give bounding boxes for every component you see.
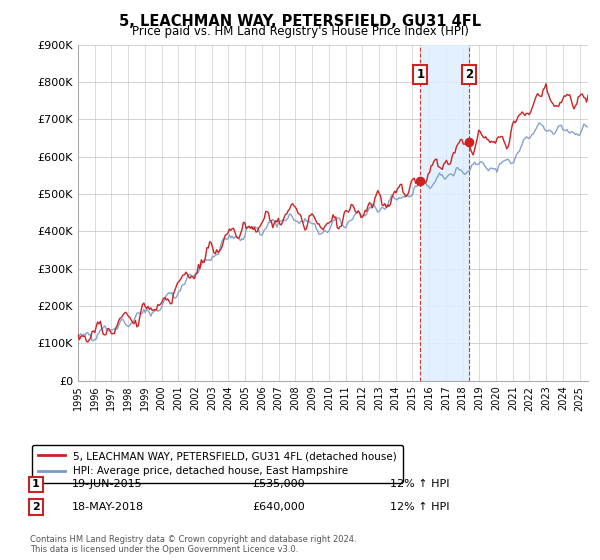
- Text: 12% ↑ HPI: 12% ↑ HPI: [390, 502, 449, 512]
- Text: 2: 2: [465, 68, 473, 81]
- Text: Contains HM Land Registry data © Crown copyright and database right 2024.
This d: Contains HM Land Registry data © Crown c…: [30, 535, 356, 554]
- Text: 5, LEACHMAN WAY, PETERSFIELD, GU31 4FL: 5, LEACHMAN WAY, PETERSFIELD, GU31 4FL: [119, 14, 481, 29]
- Text: 18-MAY-2018: 18-MAY-2018: [72, 502, 144, 512]
- Legend: 5, LEACHMAN WAY, PETERSFIELD, GU31 4FL (detached house), HPI: Average price, det: 5, LEACHMAN WAY, PETERSFIELD, GU31 4FL (…: [32, 445, 403, 483]
- Text: £535,000: £535,000: [252, 479, 305, 489]
- Text: 19-JUN-2015: 19-JUN-2015: [72, 479, 143, 489]
- Text: 12% ↑ HPI: 12% ↑ HPI: [390, 479, 449, 489]
- Text: 2: 2: [32, 502, 40, 512]
- Text: 1: 1: [32, 479, 40, 489]
- Text: £640,000: £640,000: [252, 502, 305, 512]
- Text: 1: 1: [416, 68, 424, 81]
- Text: Price paid vs. HM Land Registry's House Price Index (HPI): Price paid vs. HM Land Registry's House …: [131, 25, 469, 38]
